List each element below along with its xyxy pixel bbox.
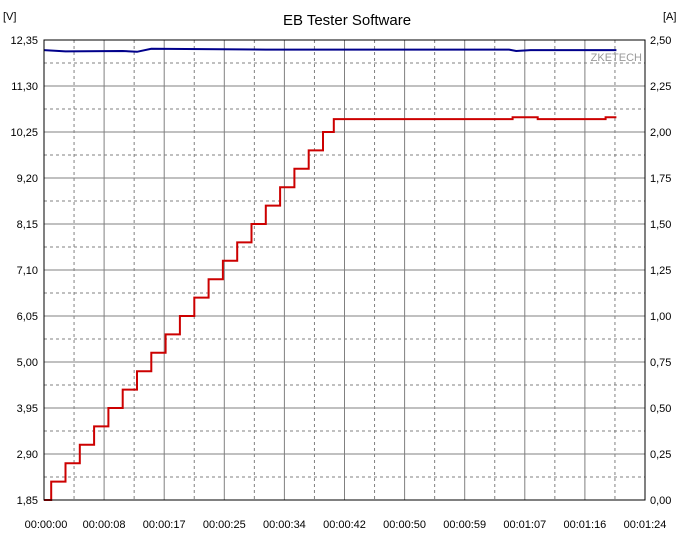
y-left-tick-label: 8,15 (17, 219, 38, 231)
chart-title: EB Tester Software (283, 12, 411, 29)
x-tick-label: 00:00:59 (443, 519, 486, 531)
y-left-tick-label: 7,10 (17, 265, 38, 277)
x-tick-label: 00:01:07 (503, 519, 546, 531)
y-right-tick-label: 1,00 (650, 311, 671, 323)
y-left-tick-label: 5,00 (17, 357, 38, 369)
y-left-tick-label: 9,20 (17, 173, 38, 185)
x-tick-label: 00:00:50 (383, 519, 426, 531)
y-right-tick-label: 0,75 (650, 357, 671, 369)
right-axis-unit: [A] (663, 11, 676, 23)
y-left-tick-label: 2,90 (17, 449, 38, 461)
x-tick-label: 00:00:08 (83, 519, 126, 531)
tick-labels: 12,35 11,30 10,25 9,20 8,15 7,10 6,05 5,00 3,95 2… (10, 35, 671, 531)
y-right-tick-label: 1,50 (650, 219, 671, 231)
y-right-tick-label: 0,50 (650, 403, 671, 415)
y-right-tick-label: 0,00 (650, 495, 671, 507)
x-tick-label: 00:01:16 (563, 519, 606, 531)
plot-frame (43, 39, 646, 501)
y-right-tick-label: 2,00 (650, 127, 671, 139)
y-left-tick-label: 1,85 (17, 495, 38, 507)
y-left-tick-label: 11,30 (11, 81, 38, 93)
y-left-tick-label: 3,95 (17, 403, 38, 415)
x-tick-label: 00:01:24 (624, 519, 667, 531)
series-layer (43, 47, 617, 501)
x-tick-label: 00:00:42 (323, 519, 366, 531)
current-series-line (44, 116, 617, 501)
y-right-tick-label: 0,25 (650, 449, 671, 461)
x-tick-label: 00:00:25 (203, 519, 246, 531)
grid (44, 40, 645, 500)
y-left-tick-label: 10,25 (10, 127, 38, 139)
x-tick-label: 00:00:00 (25, 519, 68, 531)
y-left-tick-label: 12,35 (10, 35, 38, 47)
voltage-series-line (43, 47, 617, 53)
y-right-tick-label: 1,25 (650, 265, 671, 277)
y-right-tick-label: 2,25 (650, 81, 671, 93)
y-right-tick-label: 2,50 (650, 35, 671, 47)
x-tick-label: 00:00:34 (263, 519, 306, 531)
x-tick-label: 00:00:17 (143, 519, 186, 531)
left-axis-unit: [V] (3, 11, 16, 23)
watermark: ZKETECH (591, 52, 642, 64)
y-right-tick-label: 1,75 (650, 173, 671, 185)
y-left-tick-label: 6,05 (17, 311, 38, 323)
